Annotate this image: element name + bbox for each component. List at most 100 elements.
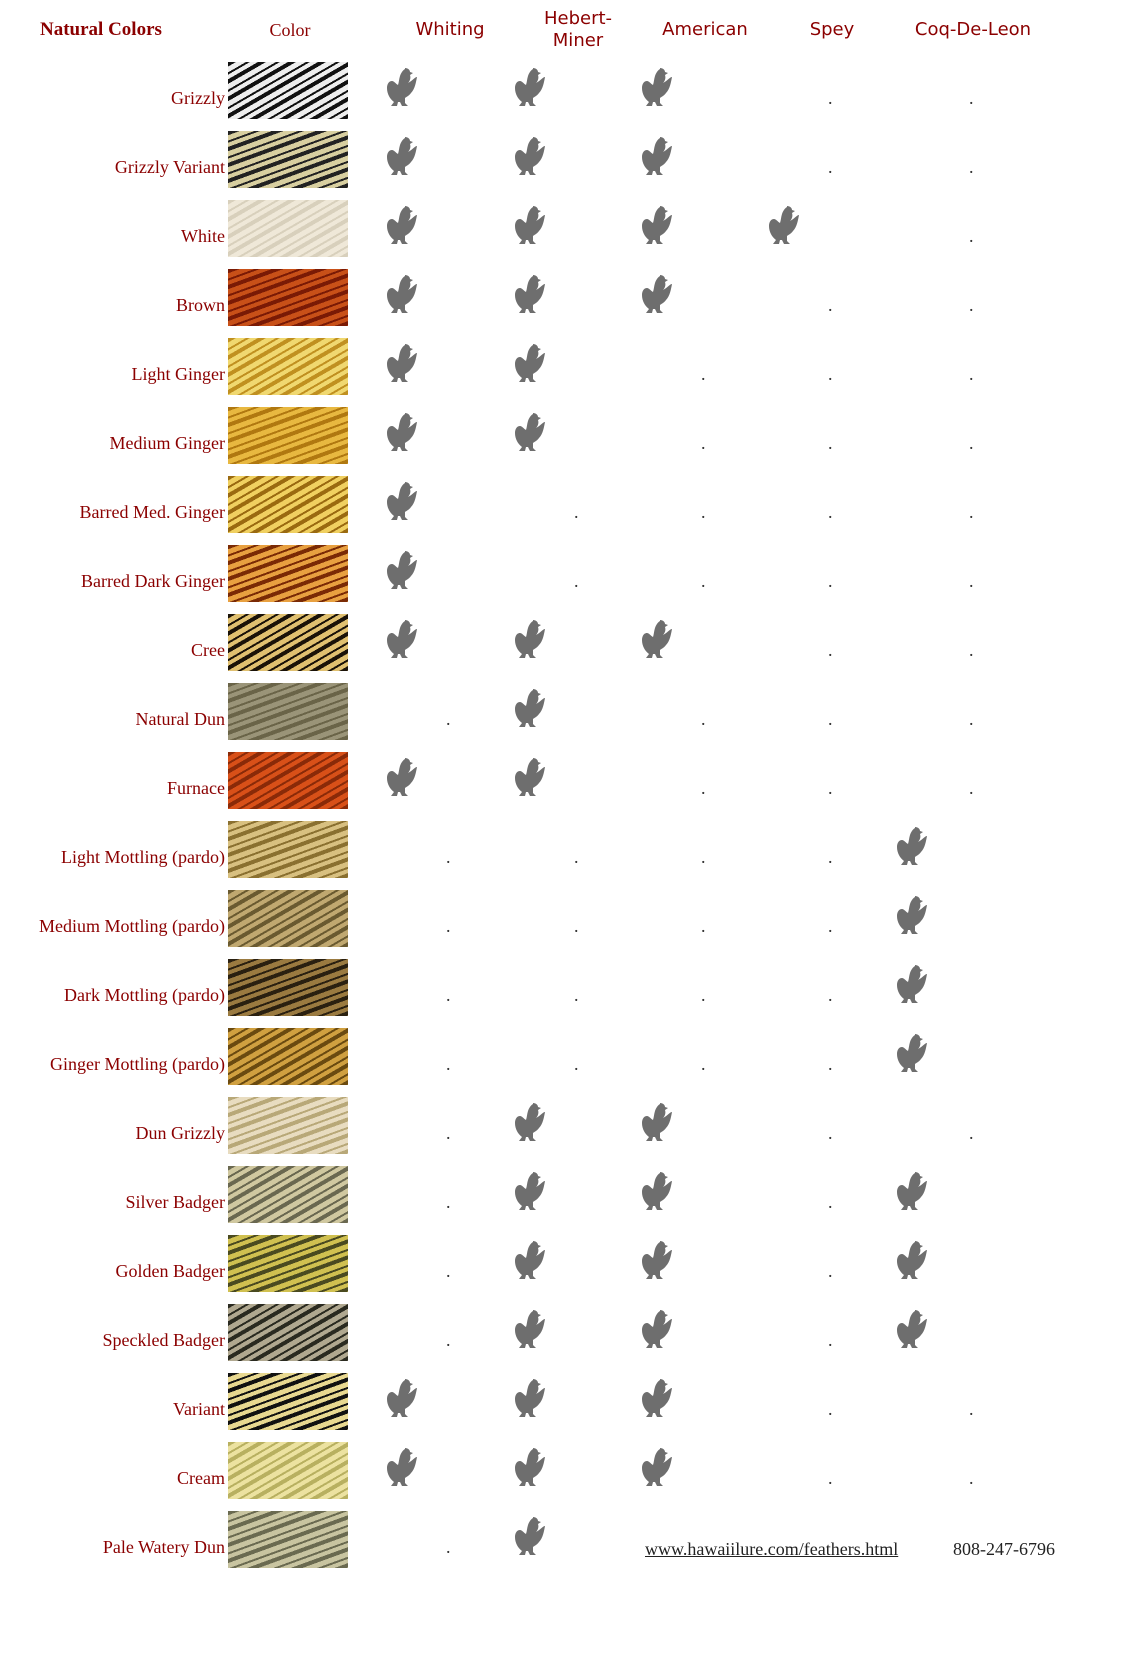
rooster-icon <box>895 825 929 869</box>
rooster-icon <box>513 342 547 386</box>
row-label: Silver Badger <box>125 1192 225 1212</box>
row-label: Medium Ginger <box>109 433 225 453</box>
availability-dot: . <box>446 916 451 936</box>
rooster <box>513 687 547 731</box>
row-label: Speckled Badger <box>102 1330 225 1350</box>
rooster <box>640 1101 674 1145</box>
rooster <box>385 480 419 524</box>
availability-dot: . <box>701 778 706 798</box>
availability-dot: . <box>701 916 706 936</box>
availability-dot: . <box>969 1123 974 1143</box>
availability-dot: . <box>701 709 706 729</box>
row-label: Barred Med. Ginger <box>79 502 225 522</box>
rooster-icon <box>640 1239 674 1283</box>
swatch <box>228 1166 348 1223</box>
rooster <box>513 1239 547 1283</box>
rooster-icon <box>513 1308 547 1352</box>
rooster <box>385 756 419 800</box>
rooster <box>513 66 547 110</box>
row-label: Medium Mottling (pardo) <box>39 916 225 936</box>
rooster-icon <box>895 1239 929 1283</box>
availability-dot: . <box>446 1054 451 1074</box>
availability-dot: . <box>446 709 451 729</box>
availability-dot: . <box>828 295 833 315</box>
availability-dot: . <box>969 364 974 384</box>
availability-dot: . <box>969 709 974 729</box>
availability-dot: . <box>574 502 579 522</box>
rooster-icon <box>513 1377 547 1421</box>
rooster-icon <box>385 756 419 800</box>
rooster <box>513 204 547 248</box>
rooster <box>640 66 674 110</box>
swatch <box>228 1097 348 1154</box>
row-label: Brown <box>176 295 225 315</box>
rooster <box>895 1239 929 1283</box>
rooster-icon <box>385 342 419 386</box>
rooster-icon <box>640 1170 674 1214</box>
rooster <box>640 135 674 179</box>
column-header: Whiting <box>415 19 485 40</box>
rooster-icon <box>513 204 547 248</box>
rooster-icon <box>895 1308 929 1352</box>
rooster-icon <box>513 687 547 731</box>
swatch <box>228 1028 348 1085</box>
swatch <box>228 131 348 188</box>
rooster <box>513 1170 547 1214</box>
rooster-icon <box>640 66 674 110</box>
availability-dot: . <box>969 295 974 315</box>
row-label: Natural Dun <box>135 709 225 729</box>
availability-dot: . <box>828 364 833 384</box>
rooster <box>895 1308 929 1352</box>
rooster-icon <box>640 1446 674 1490</box>
rooster <box>895 963 929 1007</box>
rooster <box>513 1377 547 1421</box>
availability-dot: . <box>574 985 579 1005</box>
rooster <box>513 411 547 455</box>
rooster <box>895 894 929 938</box>
row-label: Ginger Mottling (pardo) <box>50 1054 225 1074</box>
availability-dot: . <box>828 1261 833 1281</box>
rooster <box>513 1308 547 1352</box>
rooster <box>640 273 674 317</box>
rooster <box>513 1101 547 1145</box>
availability-dot: . <box>446 1192 451 1212</box>
row-label: Golden Badger <box>115 1261 225 1281</box>
rooster-icon <box>895 963 929 1007</box>
rooster-icon <box>513 1515 547 1559</box>
availability-dot: . <box>969 778 974 798</box>
row-label: Light Mottling (pardo) <box>61 847 225 867</box>
availability-dot: . <box>446 1123 451 1143</box>
availability-dot: . <box>828 709 833 729</box>
availability-dot: . <box>969 88 974 108</box>
availability-dot: . <box>828 571 833 591</box>
rooster <box>513 135 547 179</box>
availability-dot: . <box>574 916 579 936</box>
rooster-icon <box>895 894 929 938</box>
availability-dot: . <box>828 1054 833 1074</box>
column-header: American <box>662 19 748 40</box>
footer-link[interactable]: www.hawaiilure.com/feathers.html <box>645 1539 899 1559</box>
availability-dot: . <box>969 571 974 591</box>
rooster-icon <box>385 549 419 593</box>
availability-dot: . <box>446 1261 451 1281</box>
availability-dot: . <box>574 571 579 591</box>
swatch <box>228 1511 348 1568</box>
rooster-icon <box>513 1239 547 1283</box>
rooster-icon <box>640 135 674 179</box>
row-label: Pale Watery Dun <box>102 1537 225 1557</box>
availability-dot: . <box>969 502 974 522</box>
rooster <box>385 135 419 179</box>
rooster <box>385 273 419 317</box>
availability-dot: . <box>828 1330 833 1350</box>
swatch <box>228 1442 348 1499</box>
row-label: Grizzly <box>171 88 225 108</box>
rooster-icon <box>640 273 674 317</box>
rooster-icon <box>513 756 547 800</box>
rooster <box>767 204 801 248</box>
availability-dot: . <box>969 1468 974 1488</box>
rooster-icon <box>385 480 419 524</box>
rooster <box>385 204 419 248</box>
rooster-icon <box>385 618 419 662</box>
swatch <box>228 407 348 464</box>
